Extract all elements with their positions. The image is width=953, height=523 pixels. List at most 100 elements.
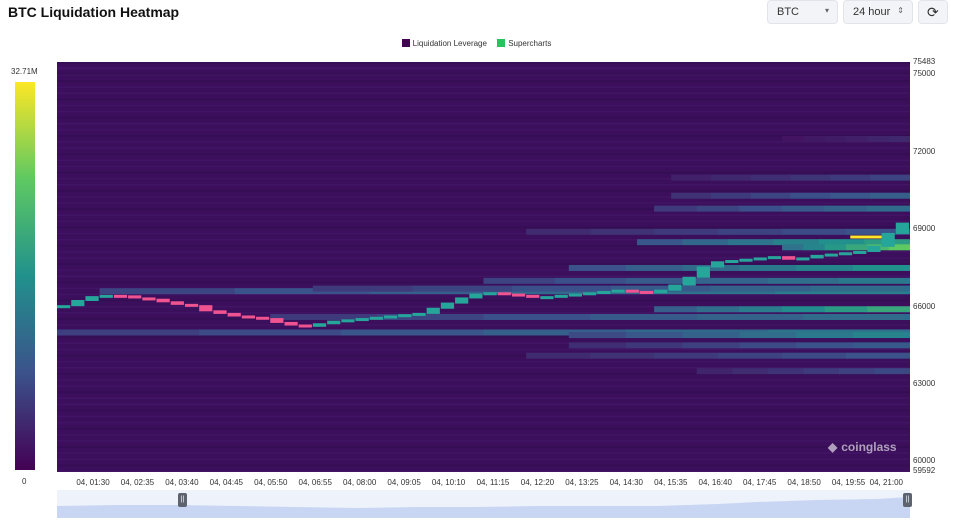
coin-select[interactable]: BTC ▾ bbox=[767, 0, 838, 24]
heatmap-stripe bbox=[57, 257, 910, 259]
legend-item-liquidation-leverage[interactable]: Liquidation Leverage bbox=[401, 39, 490, 48]
liquidation-band bbox=[590, 228, 656, 235]
liquidation-band bbox=[728, 239, 775, 246]
liquidation-band bbox=[739, 306, 784, 313]
time-navigator[interactable] bbox=[57, 490, 910, 518]
liquidation-band bbox=[637, 239, 684, 246]
heatmap-stripe bbox=[57, 409, 910, 412]
liquidation-band bbox=[654, 306, 698, 313]
heatmap-stripe bbox=[57, 171, 910, 174]
liquidation-band bbox=[824, 135, 848, 142]
coin-select-value: BTC bbox=[777, 6, 799, 18]
liquidation-band bbox=[782, 352, 848, 359]
x-tick-label: 04, 13:25 bbox=[565, 478, 599, 487]
liquidation-band bbox=[682, 239, 730, 246]
heatmap-stripe bbox=[57, 147, 910, 149]
liquidation-band bbox=[718, 228, 784, 235]
heatmap-stripe bbox=[57, 196, 910, 198]
heatmap-stripe bbox=[57, 336, 910, 338]
y-tick-label: 72000 bbox=[913, 147, 936, 156]
price-candle bbox=[170, 301, 184, 305]
range-select[interactable]: 24 hour ⇕ bbox=[843, 0, 913, 24]
heatmap-stripe bbox=[57, 220, 910, 223]
price-candle bbox=[99, 294, 113, 298]
liquidation-band bbox=[234, 288, 371, 295]
liquidation-band bbox=[867, 306, 910, 313]
liquidation-band bbox=[846, 352, 910, 359]
liquidation-band bbox=[819, 239, 866, 246]
liquidation-band bbox=[824, 205, 869, 212]
price-candle bbox=[838, 252, 853, 256]
liquidation-band bbox=[412, 285, 513, 292]
heatmap-stripe bbox=[57, 428, 910, 430]
heatmap-stripe bbox=[57, 214, 910, 216]
refresh-button[interactable]: ⟳ bbox=[918, 0, 948, 24]
liquidation-band bbox=[767, 277, 840, 284]
refresh-icon: ⟳ bbox=[927, 4, 939, 20]
price-candle bbox=[554, 294, 568, 298]
liquidation-band bbox=[568, 332, 627, 339]
liquidation-heatmap[interactable] bbox=[57, 62, 910, 472]
y-tick-label: 63000 bbox=[913, 379, 936, 388]
heatmap-stripe bbox=[57, 68, 910, 70]
liquidation-band bbox=[554, 277, 627, 284]
price-candle bbox=[867, 245, 881, 252]
heatmap-stripe bbox=[57, 299, 910, 302]
price-candle bbox=[824, 253, 838, 257]
navigator-sparkline bbox=[57, 497, 910, 518]
heatmap-stripe bbox=[57, 324, 910, 326]
heatmap-stripe bbox=[57, 86, 910, 88]
y-tick-label: 69000 bbox=[913, 224, 936, 233]
liquidation-band bbox=[696, 306, 741, 313]
page-title: BTC Liquidation Heatmap bbox=[8, 4, 180, 20]
price-candle bbox=[895, 222, 909, 234]
liquidation-band bbox=[732, 368, 769, 375]
chevron-down-icon: ▾ bbox=[824, 6, 829, 15]
heatmap-stripe bbox=[57, 348, 910, 351]
liquidation-band bbox=[696, 205, 741, 212]
price-candle bbox=[710, 261, 725, 268]
heatmap-stripe bbox=[57, 379, 910, 381]
liquidation-band bbox=[99, 288, 236, 295]
heatmap-stripe bbox=[57, 403, 910, 406]
price-candle bbox=[739, 258, 753, 262]
heatmap-stripe bbox=[57, 123, 910, 125]
x-tick-label: 04, 14:30 bbox=[609, 478, 644, 487]
liquidation-band bbox=[790, 174, 832, 181]
navigator-right-handle[interactable]: || bbox=[903, 493, 912, 507]
price-candle bbox=[526, 294, 540, 298]
liquidation-band bbox=[782, 135, 805, 142]
liquidation-band bbox=[803, 313, 910, 320]
navigator-left-handle[interactable]: || bbox=[178, 493, 187, 507]
price-candle bbox=[341, 319, 355, 323]
heatmap-stripe bbox=[57, 434, 910, 436]
liquidation-band bbox=[718, 352, 784, 359]
liquidation-band bbox=[270, 313, 378, 320]
price-candle bbox=[597, 290, 611, 294]
price-candle bbox=[611, 289, 625, 293]
heatmap-stripe bbox=[57, 440, 910, 442]
heatmap-stripe bbox=[57, 464, 910, 467]
legend-item-supercharts[interactable]: Supercharts bbox=[497, 39, 551, 48]
liquidation-band bbox=[838, 368, 876, 375]
x-tick-label: 04, 02:35 bbox=[120, 478, 155, 487]
price-candle bbox=[725, 260, 739, 264]
liquidation-band bbox=[750, 174, 792, 181]
heatmap-stripe bbox=[57, 165, 910, 168]
liquidation-band bbox=[853, 342, 910, 349]
price-candle bbox=[625, 289, 639, 293]
liquidation-band bbox=[767, 368, 805, 375]
heatmap-stripe bbox=[57, 263, 910, 265]
heatmap-stripe bbox=[57, 452, 910, 454]
liquidation-band bbox=[739, 205, 784, 212]
liquidation-hotspot bbox=[850, 235, 889, 239]
liquidation-band bbox=[870, 174, 910, 181]
liquidation-band bbox=[199, 329, 343, 336]
y-tick-label: 59592 bbox=[913, 466, 936, 475]
heatmap-stripe bbox=[57, 269, 910, 271]
legend-swatch bbox=[497, 39, 506, 47]
price-candle bbox=[284, 321, 298, 326]
price-candle bbox=[327, 320, 341, 325]
liquidation-band bbox=[782, 306, 826, 313]
price-candle bbox=[85, 296, 99, 302]
